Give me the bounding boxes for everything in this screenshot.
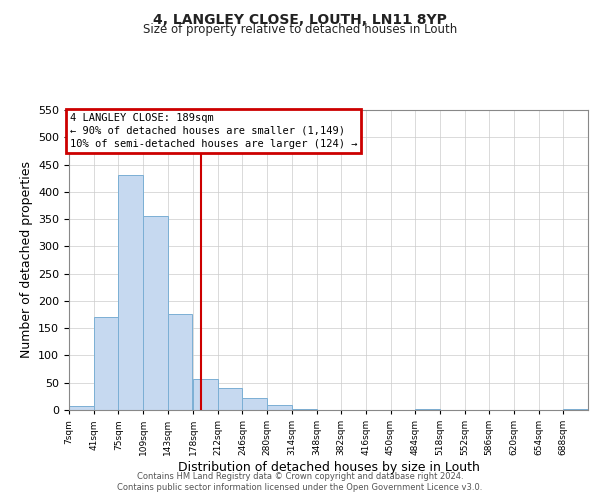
Bar [168, 314, 193, 410]
Text: 4 LANGLEY CLOSE: 189sqm
← 90% of detached houses are smaller (1,149)
10% of semi: 4 LANGLEY CLOSE: 189sqm ← 90% of detache… [70, 112, 357, 149]
Bar [292, 409, 317, 410]
Bar [267, 404, 292, 410]
Text: Size of property relative to detached houses in Louth: Size of property relative to detached ho… [143, 22, 457, 36]
Text: Contains public sector information licensed under the Open Government Licence v3: Contains public sector information licen… [118, 484, 482, 492]
X-axis label: Distribution of detached houses by size in Louth: Distribution of detached houses by size … [178, 461, 479, 474]
Bar [143, 216, 168, 410]
Text: 4, LANGLEY CLOSE, LOUTH, LN11 8YP: 4, LANGLEY CLOSE, LOUTH, LN11 8YP [153, 12, 447, 26]
Bar [218, 388, 242, 410]
Bar [242, 398, 267, 410]
Bar [94, 318, 118, 410]
Bar [193, 379, 218, 410]
Y-axis label: Number of detached properties: Number of detached properties [20, 162, 32, 358]
Text: Contains HM Land Registry data © Crown copyright and database right 2024.: Contains HM Land Registry data © Crown c… [137, 472, 463, 481]
Bar [118, 176, 143, 410]
Bar [69, 406, 94, 410]
